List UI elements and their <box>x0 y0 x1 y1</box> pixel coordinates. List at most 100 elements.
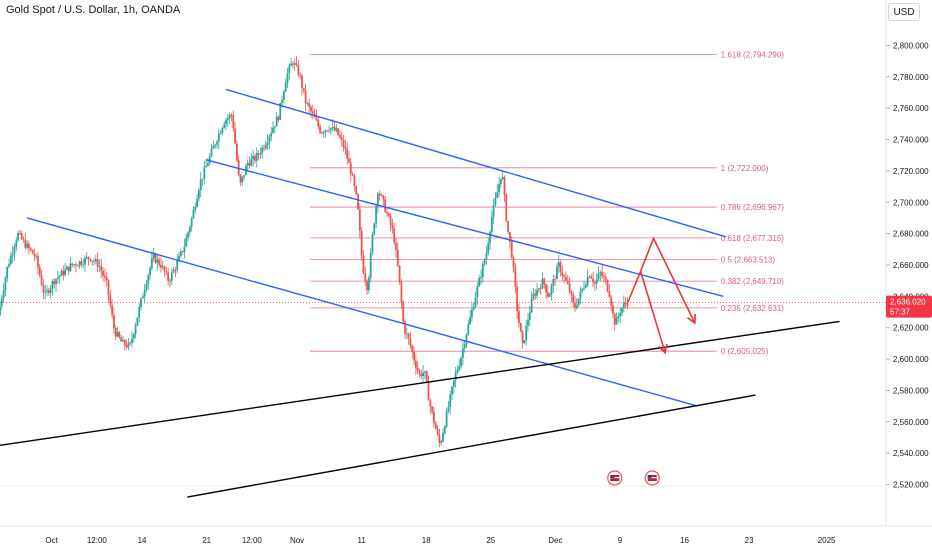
candle-body <box>583 287 585 289</box>
y-tick-label: 2,620.000 <box>893 324 929 333</box>
candle-body <box>11 253 14 256</box>
candle-body <box>364 272 367 281</box>
candle-body <box>301 75 303 89</box>
candle-body <box>170 272 173 282</box>
candle-body <box>156 259 159 263</box>
candle-body <box>0 305 1 316</box>
currency-button[interactable]: USD <box>888 3 920 21</box>
candle-body <box>355 186 358 194</box>
candle-body <box>416 367 419 371</box>
candle-body <box>458 366 461 370</box>
candle-body <box>272 127 274 133</box>
candle-body <box>427 381 430 401</box>
candle-body <box>71 263 74 265</box>
candle-body <box>293 63 296 65</box>
candle-body <box>400 281 403 303</box>
x-tick-label: Oct <box>45 536 58 545</box>
candle-body <box>626 303 629 307</box>
symbol-title: Gold Spot / U.S. Dollar, 1h, OANDA <box>6 4 181 16</box>
candle-body <box>192 209 195 219</box>
candle-body <box>532 293 535 299</box>
candle-body <box>592 278 594 283</box>
candle-body <box>42 284 45 293</box>
candle-body <box>465 334 468 345</box>
candle-body <box>169 280 171 282</box>
x-tick-label: Dec <box>548 536 562 545</box>
projection-arrow-primary <box>626 236 696 324</box>
candle-body <box>584 284 587 288</box>
candle-body <box>292 63 294 65</box>
candle-body <box>179 251 182 256</box>
y-tick-label: 2,780.000 <box>893 73 929 82</box>
candle-body <box>118 332 121 338</box>
candle-body <box>154 254 157 263</box>
candle-body <box>279 103 282 120</box>
candle-body <box>311 111 314 114</box>
candle-body <box>443 426 446 434</box>
candle-body <box>207 163 209 166</box>
candle-body <box>187 232 189 238</box>
fib-level-label: 1.618 (2,794.290) <box>721 50 784 59</box>
candle-body <box>433 411 435 424</box>
candle-body <box>550 285 553 295</box>
candle-body <box>26 243 29 248</box>
candle-body <box>452 380 455 387</box>
candle-body <box>461 348 464 358</box>
candle-body <box>398 265 401 282</box>
candle-body <box>268 136 271 142</box>
candle-body <box>24 239 27 248</box>
y-tick-label: 2,760.000 <box>893 104 929 113</box>
candle-body <box>131 338 133 343</box>
candle-body <box>340 137 343 140</box>
candle-body <box>476 286 479 298</box>
candle-body <box>586 277 589 285</box>
candle-body <box>84 257 86 265</box>
candle-body <box>581 288 584 292</box>
fibonacci-retracement: 1.618 (2,794.290) 1 (2,722.000) 0.786 (2,6… <box>309 50 784 356</box>
candle-body <box>82 264 85 266</box>
candle-body <box>373 223 376 235</box>
candle-body <box>221 127 224 133</box>
candle-body <box>123 340 126 346</box>
candle-body <box>174 269 177 271</box>
candle-body <box>402 302 405 322</box>
candle-body <box>273 126 276 128</box>
x-tick-label: 23 <box>745 536 754 545</box>
candle-body <box>621 307 623 313</box>
y-tick-label: 2,660.000 <box>893 261 929 270</box>
candle-body <box>55 279 57 285</box>
candle-body <box>111 305 114 315</box>
x-tick-label: 16 <box>680 536 689 545</box>
candle-body <box>467 324 470 335</box>
candle-body <box>395 242 397 250</box>
x-tick-label: 25 <box>486 536 495 545</box>
candle-body <box>351 174 354 176</box>
candle-body <box>369 252 372 278</box>
candle-body <box>442 433 444 442</box>
candle-body <box>197 190 200 199</box>
candle-body <box>590 276 593 279</box>
candle-body <box>94 259 97 262</box>
candle-body <box>481 264 484 277</box>
event-icons <box>607 470 660 486</box>
candle-body <box>348 158 350 163</box>
candle-body <box>613 313 616 325</box>
candle-body <box>545 284 547 293</box>
candle-body <box>574 302 576 309</box>
y-tick-label: 2,580.000 <box>893 386 929 395</box>
candle-body <box>145 283 148 290</box>
candle-body <box>608 291 611 297</box>
candle-body <box>46 290 48 292</box>
candle-body <box>22 239 25 240</box>
candle-body <box>13 246 16 254</box>
x-tick-label: 18 <box>422 536 431 545</box>
candle-body <box>127 342 130 348</box>
candle-body <box>76 265 79 267</box>
candle-body <box>306 103 309 105</box>
candle-body <box>339 135 341 138</box>
candle-body <box>37 255 39 268</box>
candle-body <box>20 233 23 240</box>
arrow-head <box>658 343 668 355</box>
candle-body <box>261 147 264 154</box>
